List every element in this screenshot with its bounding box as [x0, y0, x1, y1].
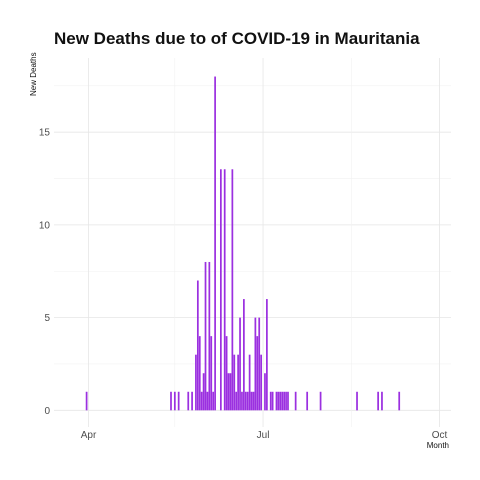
- bar: [377, 391, 379, 411]
- bar: [319, 391, 322, 411]
- bar: [241, 391, 243, 411]
- bar: [208, 261, 211, 411]
- bar: [356, 391, 358, 411]
- bar: [229, 373, 232, 411]
- bar: [191, 391, 193, 411]
- y-tick-label: 10: [39, 220, 51, 231]
- bar: [173, 391, 176, 411]
- y-tick-label: 15: [39, 128, 51, 139]
- bar: [85, 391, 88, 411]
- bar: [279, 391, 282, 411]
- bar: [254, 317, 257, 411]
- bar: [223, 169, 226, 411]
- bar: [277, 391, 280, 411]
- bar: [258, 317, 261, 411]
- bar: [248, 354, 251, 411]
- bar: [202, 373, 205, 411]
- x-axis-ticks: Apr Jul Oct: [81, 430, 448, 441]
- bar: [252, 391, 255, 411]
- bar: [227, 373, 230, 411]
- bar: [243, 299, 245, 411]
- bar: [271, 391, 274, 411]
- bar: [219, 169, 222, 411]
- bar: [275, 391, 278, 411]
- x-tick-label: Jul: [257, 430, 270, 441]
- bar: [294, 391, 297, 411]
- y-tick-label: 5: [44, 313, 50, 324]
- bar: [239, 317, 241, 411]
- bar: [264, 373, 266, 411]
- bar: [206, 391, 209, 411]
- bar-series: [85, 76, 401, 411]
- x-axis-label: Month: [427, 441, 449, 450]
- grid-lines: [54, 58, 451, 427]
- x-tick-label: Apr: [81, 430, 97, 441]
- bar: [233, 354, 236, 411]
- x-tick-label: Oct: [432, 430, 448, 441]
- y-axis-ticks: 0 5 10 15: [39, 128, 51, 417]
- bar: [170, 391, 172, 411]
- bar: [269, 391, 272, 411]
- bar: [204, 261, 207, 411]
- bar: [306, 391, 309, 411]
- bar: [225, 336, 228, 411]
- bar: [210, 336, 213, 411]
- bar: [187, 391, 190, 411]
- bar: [235, 391, 238, 411]
- bar: [246, 391, 249, 411]
- bar: [285, 391, 287, 411]
- bar: [266, 299, 268, 411]
- bar: [283, 391, 286, 411]
- bar: [287, 391, 289, 411]
- bar: [177, 391, 180, 411]
- bar: [212, 391, 215, 411]
- bar: [250, 391, 253, 411]
- bar: [214, 76, 216, 411]
- bar: [196, 280, 199, 411]
- bar: [281, 391, 284, 411]
- bar: [231, 169, 234, 411]
- y-axis-label: New Deaths: [29, 52, 38, 96]
- bar: [398, 391, 401, 411]
- bar: [195, 354, 197, 411]
- bar: [381, 391, 383, 411]
- chart-title: New Deaths due to of COVID-19 in Maurita…: [54, 29, 420, 48]
- bar: [256, 336, 259, 411]
- bar: [244, 391, 247, 411]
- bar: [260, 354, 262, 411]
- bar: [237, 354, 239, 411]
- bar: [200, 391, 203, 411]
- y-tick-label: 0: [44, 406, 50, 417]
- bar: [198, 336, 201, 411]
